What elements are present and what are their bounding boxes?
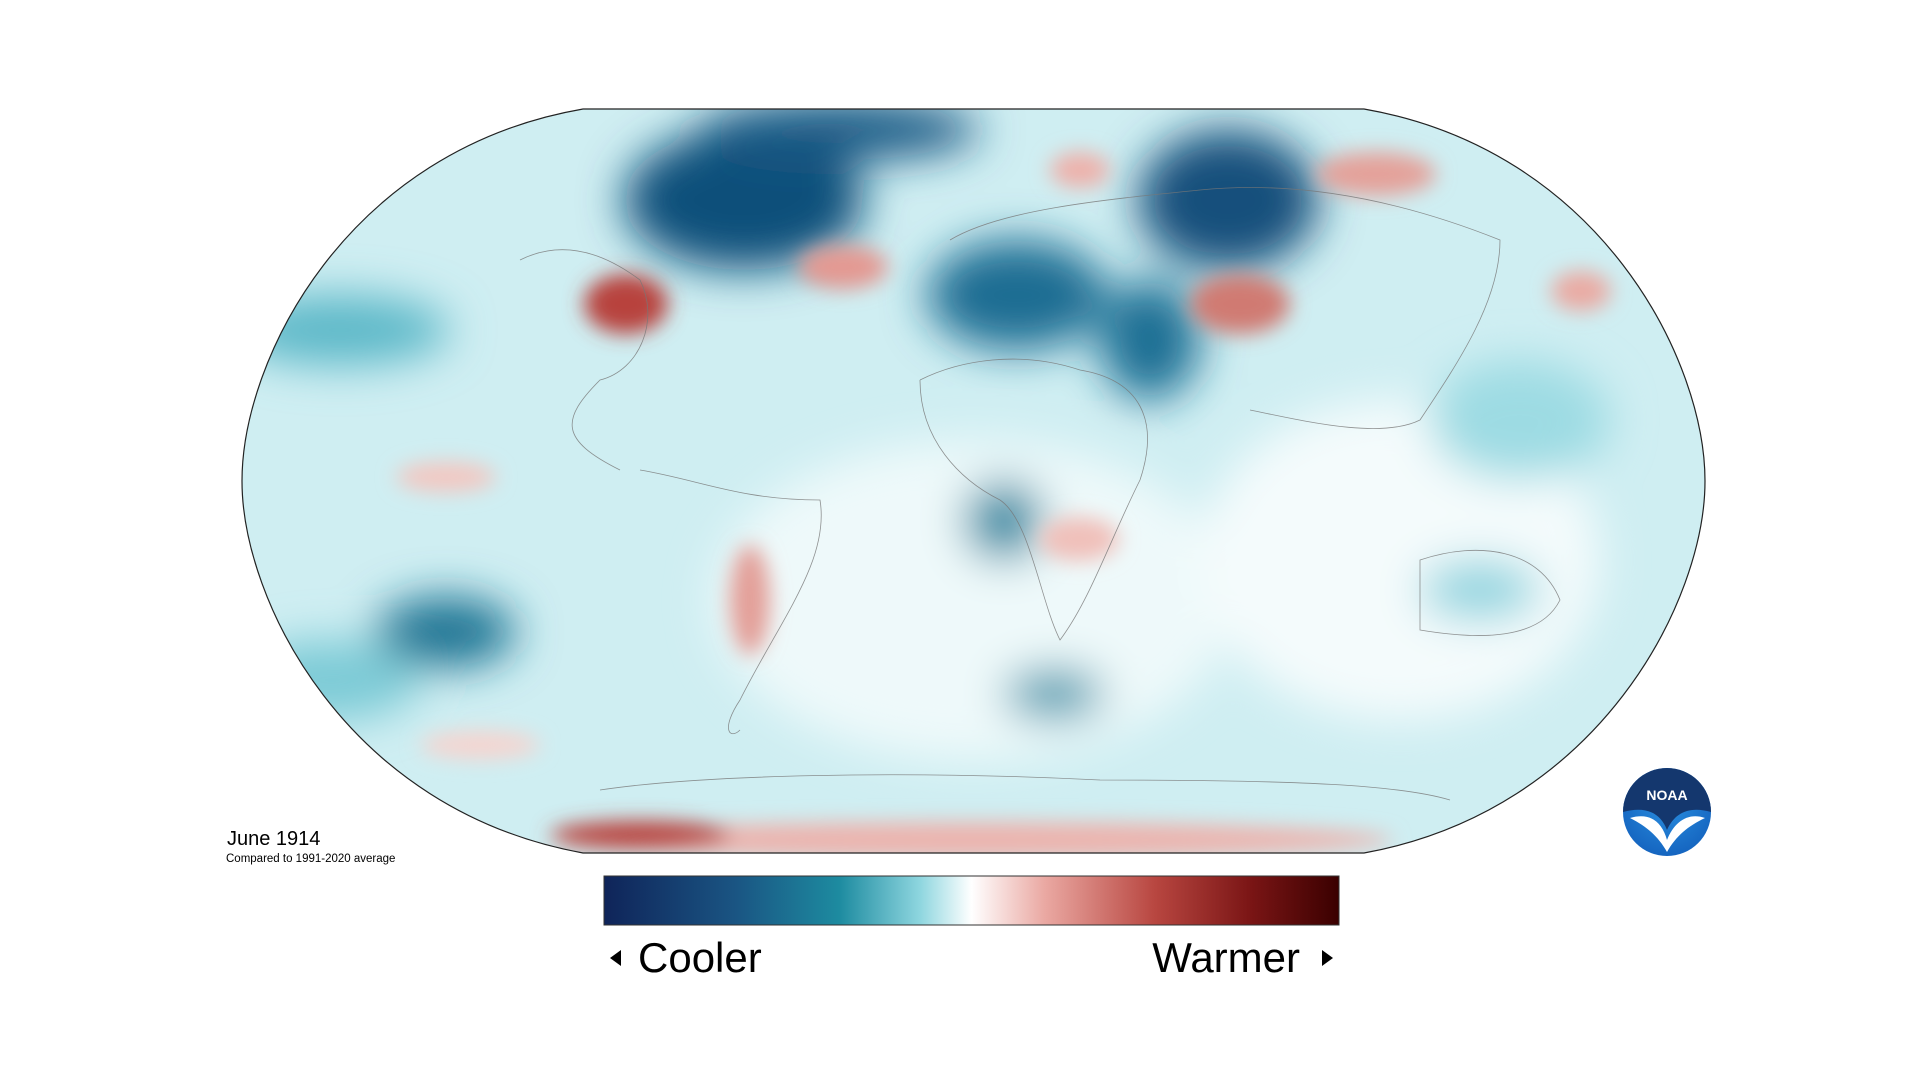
noaa-logo: NOAA [1623, 768, 1711, 856]
logo-text: NOAA [1646, 787, 1687, 803]
anomaly-map [242, 109, 1705, 853]
legend-low: Cooler [638, 934, 762, 981]
arrow-left [610, 950, 621, 966]
colorbar [603, 875, 1340, 926]
map-title: June 1914 [227, 828, 320, 850]
map-subtitle: Compared to 1991-2020 average [226, 853, 395, 865]
map-outline [241, 108, 1706, 854]
coastlines [519, 187, 1561, 801]
arrow-right [1322, 950, 1333, 966]
legend-high: Warmer [1152, 934, 1300, 981]
